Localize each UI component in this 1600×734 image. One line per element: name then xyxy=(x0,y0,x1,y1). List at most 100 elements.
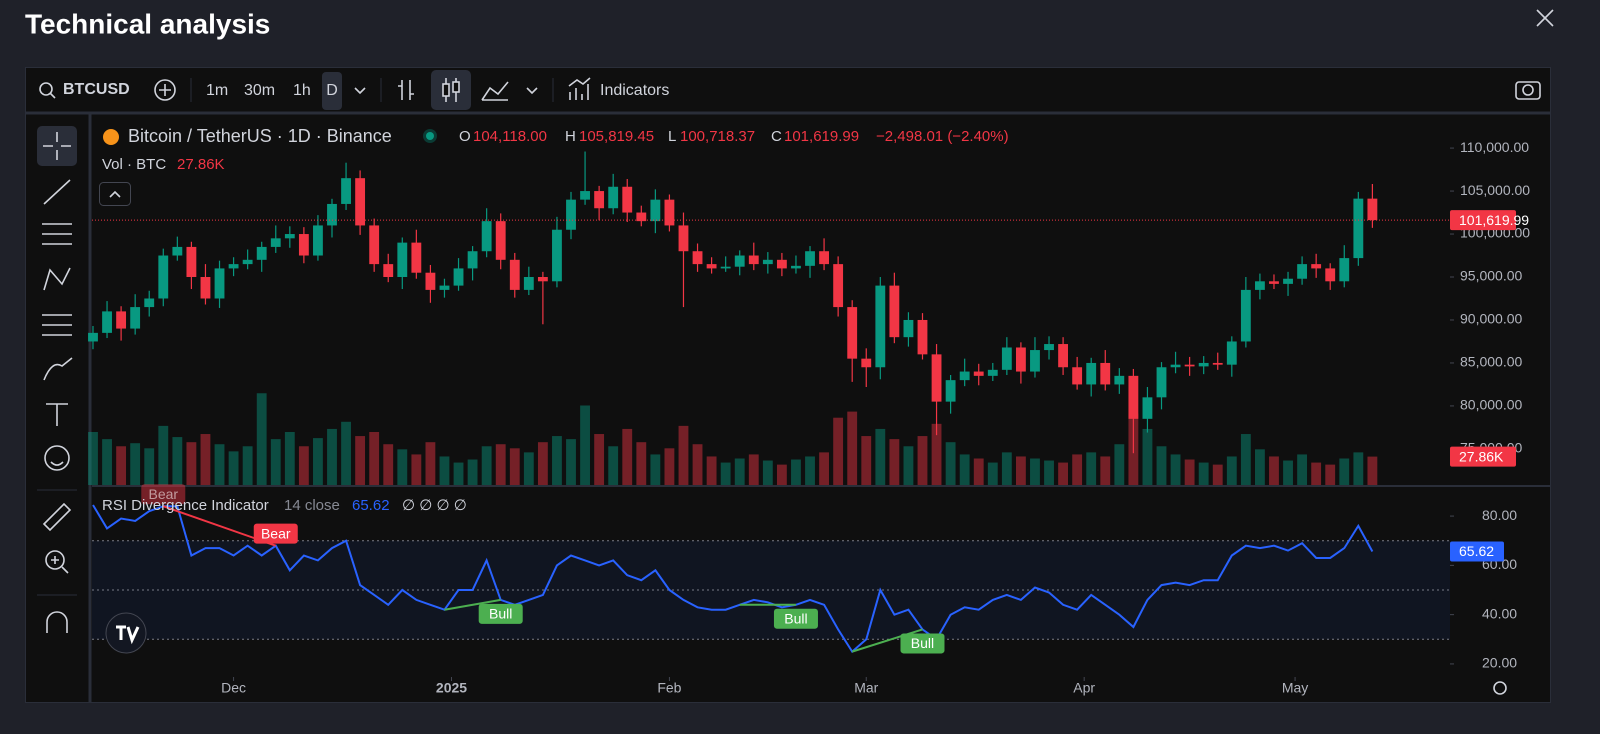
logo[interactable] xyxy=(105,612,147,654)
volume-bar xyxy=(383,444,394,485)
candle-body xyxy=(1100,362,1111,385)
candle-body xyxy=(861,358,872,368)
indicators-button[interactable]: Indicators xyxy=(600,82,669,99)
volume-bar xyxy=(186,442,197,485)
volume-bar xyxy=(987,462,998,485)
y-tick-label: 95,000.00 xyxy=(1460,268,1522,284)
pattern-tool[interactable] xyxy=(43,267,71,291)
candle-body xyxy=(622,186,633,213)
top-toolbar: BTCUSD 1m 30m 1h D Indicators xyxy=(39,70,1541,110)
ohlc-key: C xyxy=(771,128,782,145)
close-button[interactable] xyxy=(1536,9,1554,27)
candle-body xyxy=(523,277,534,290)
text-tool[interactable] xyxy=(46,403,68,426)
ohlc-key: O xyxy=(459,128,471,145)
interval[interactable]: 30m xyxy=(244,82,275,99)
brush-tool[interactable] xyxy=(43,357,73,381)
zoom-tool[interactable] xyxy=(45,550,65,570)
collapse-button[interactable] xyxy=(99,182,131,206)
volume-bar xyxy=(172,437,183,485)
candle-body xyxy=(88,332,98,342)
icon-tool[interactable] xyxy=(44,445,70,471)
candle-body xyxy=(228,264,239,269)
volume-bar xyxy=(397,449,408,485)
candle-body xyxy=(439,285,450,290)
interval[interactable]: D xyxy=(326,82,338,99)
settings-icon[interactable] xyxy=(1493,681,1507,695)
candle-body xyxy=(1240,289,1251,342)
y-tick-label: 85,000.00 xyxy=(1460,354,1522,370)
rsi-line xyxy=(92,504,1374,654)
fib-tool[interactable] xyxy=(42,223,72,245)
search-icon[interactable] xyxy=(39,82,53,96)
crosshair-tool[interactable] xyxy=(43,132,71,160)
volume-bar xyxy=(298,446,309,485)
volume-bar xyxy=(861,436,872,485)
candle-body xyxy=(397,242,408,278)
candle-body xyxy=(945,380,956,402)
area-icon[interactable] xyxy=(481,81,509,101)
indicators-icon[interactable] xyxy=(568,77,591,100)
ruler-tool[interactable] xyxy=(42,502,72,532)
volume-bar xyxy=(1353,452,1364,485)
candle-body xyxy=(833,264,844,308)
change: −2,498.01 (−2.40%) xyxy=(876,128,1009,145)
volume-bar xyxy=(833,417,844,485)
ohlc-value: 100,718.37 xyxy=(680,128,755,145)
rsi-flags: ∅ ∅ ∅ ∅ xyxy=(402,497,467,514)
volume-bar xyxy=(537,442,548,485)
volume-bar xyxy=(453,462,464,485)
add-symbol[interactable] xyxy=(154,79,176,101)
ohlc-key: H xyxy=(565,128,576,145)
y-tick-label: 80,000.00 xyxy=(1460,397,1522,413)
candle-body xyxy=(467,251,478,269)
candle-body xyxy=(313,225,323,256)
instrument: Bitcoin / TetherUS · 1D · Binance xyxy=(128,126,392,146)
dropdown[interactable] xyxy=(526,87,538,95)
rsi-title: RSI Divergence Indicator xyxy=(102,497,269,514)
candle-body xyxy=(1184,364,1195,367)
x-tick-label: Dec xyxy=(221,680,246,696)
volume-bar xyxy=(200,434,211,485)
volume-bar xyxy=(791,459,801,485)
volume-bar xyxy=(369,431,380,485)
candle-body xyxy=(425,272,436,290)
candle-body xyxy=(580,191,590,200)
volume-bar xyxy=(1086,452,1097,485)
volume-bar xyxy=(228,451,239,485)
candle-body xyxy=(819,251,829,265)
ohlc-value: 104,118.00 xyxy=(473,128,547,145)
candle-body xyxy=(495,221,506,260)
volume-bar xyxy=(1015,456,1026,485)
coin-icon xyxy=(103,129,119,145)
y-tick-label: 110,000.00 xyxy=(1460,139,1529,155)
interval[interactable]: 1m xyxy=(206,82,228,99)
candle-body xyxy=(172,246,183,256)
candle-body xyxy=(298,234,309,256)
chart-panel xyxy=(25,67,1551,703)
candle-body xyxy=(608,186,619,209)
market-status xyxy=(426,132,434,140)
volume-bar xyxy=(552,436,562,485)
candle-body xyxy=(1030,350,1040,372)
volume-bar xyxy=(945,442,956,485)
symbol[interactable]: BTCUSD xyxy=(63,81,130,98)
prediction-tool[interactable] xyxy=(42,314,72,336)
trendline-tool[interactable] xyxy=(43,179,71,205)
interval[interactable]: 1h xyxy=(293,82,311,99)
dropdown[interactable] xyxy=(354,87,366,95)
candle-body xyxy=(130,307,141,329)
volume-bar xyxy=(580,405,590,485)
x-tick-label: Feb xyxy=(657,680,681,696)
screenshot-icon[interactable] xyxy=(1515,81,1541,100)
volume-bar xyxy=(144,448,155,485)
candle-body xyxy=(1128,375,1139,419)
candle-body xyxy=(805,251,815,266)
bars-icon[interactable] xyxy=(398,80,414,100)
volume-value: 27.86K xyxy=(177,156,225,173)
divergence-line xyxy=(851,628,923,653)
magnet-tool[interactable] xyxy=(46,611,68,633)
candle-body xyxy=(791,265,801,269)
volume-bar xyxy=(1325,464,1336,485)
candles-active xyxy=(431,70,471,110)
